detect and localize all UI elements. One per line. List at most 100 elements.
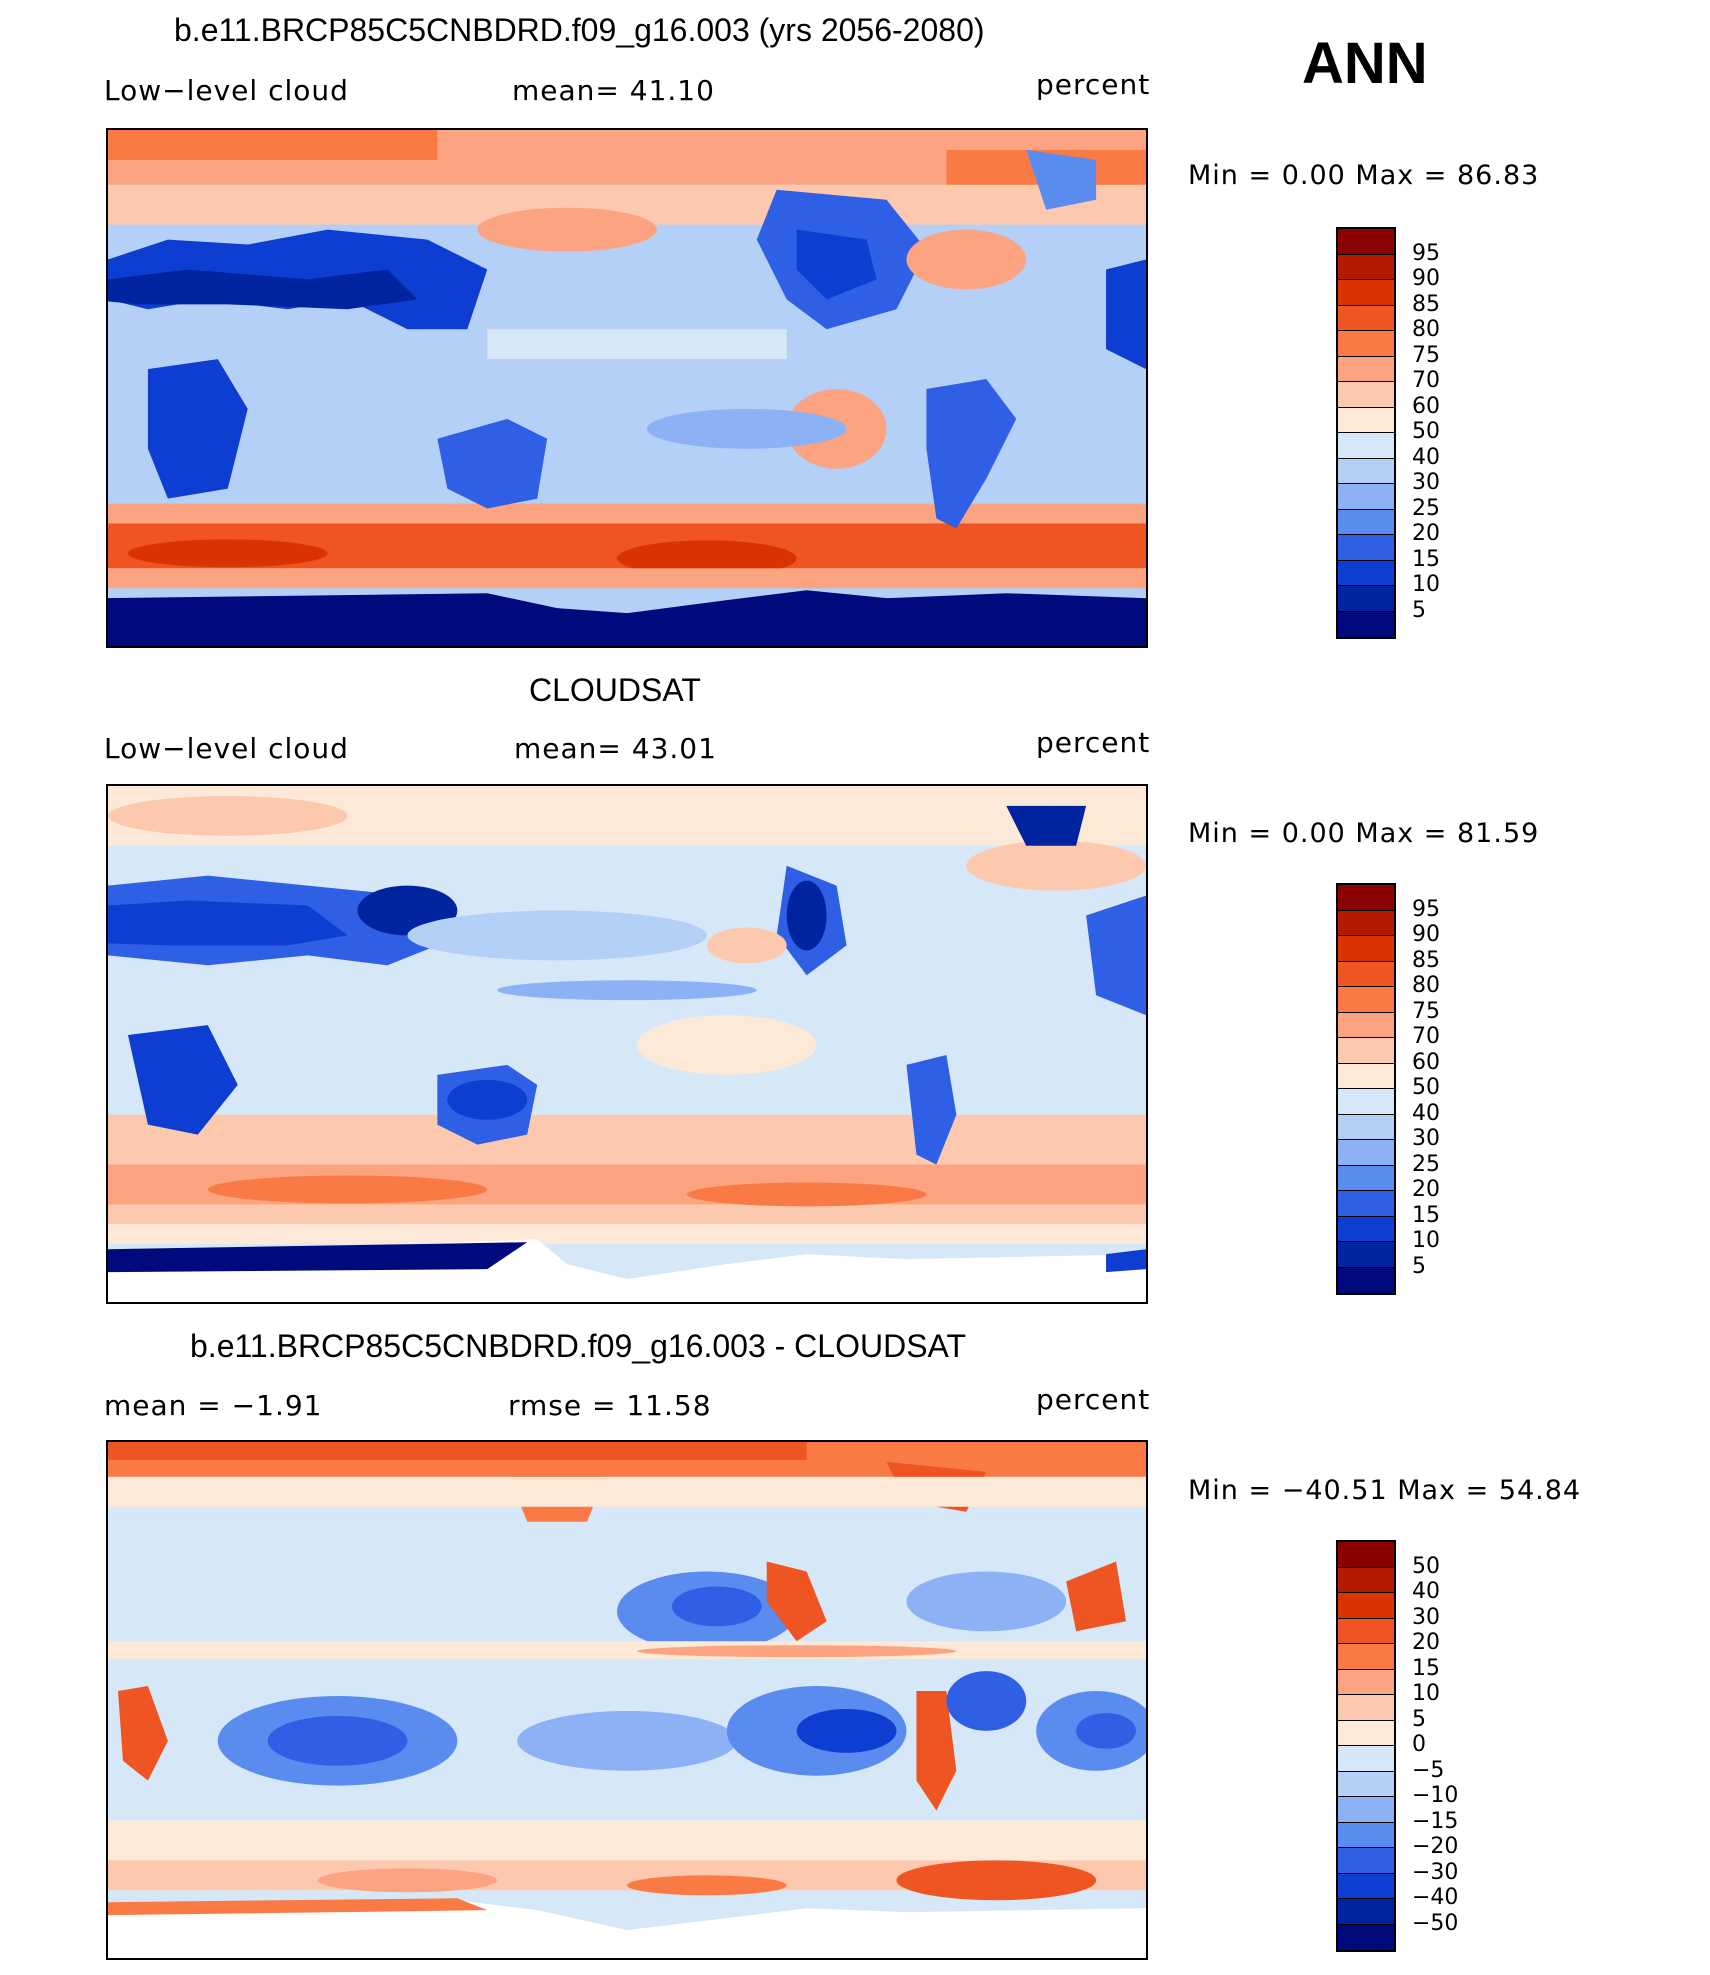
colorbar-segment xyxy=(1338,1089,1394,1115)
colorbar-segment xyxy=(1338,1242,1394,1268)
colorbar-segment xyxy=(1338,560,1394,586)
colorbar-tick-label: 60 xyxy=(1412,1049,1440,1075)
panel-1-mean-label: mean= 41.10 xyxy=(512,74,715,107)
colorbar-segment xyxy=(1338,1140,1394,1166)
colorbar-segment xyxy=(1338,1114,1394,1140)
colorbar-tick-label: 50 xyxy=(1412,1075,1440,1100)
colorbar-tick-label: 50 xyxy=(1412,1553,1440,1579)
colorbar-tick-label: 85 xyxy=(1412,947,1440,973)
colorbar-tick-label: 80 xyxy=(1412,973,1440,998)
colorbar-segment xyxy=(1338,987,1394,1013)
colorbar-tick-label: 60 xyxy=(1412,393,1440,419)
colorbar-tick-label: 15 xyxy=(1412,1655,1440,1681)
colorbar-segment xyxy=(1338,1038,1394,1064)
colorbar-tick-label: 85 xyxy=(1412,291,1440,317)
colorbar-tick-label: 70 xyxy=(1412,368,1440,393)
colorbar-tick-label: −20 xyxy=(1412,1834,1459,1859)
colorbar-tick-label: 95 xyxy=(1412,896,1440,922)
colorbar-tick-label: 5 xyxy=(1412,1706,1426,1732)
colorbar-segment xyxy=(1338,331,1394,357)
colorbar-segment xyxy=(1338,535,1394,561)
colorbar-tick-label: 5 xyxy=(1412,597,1426,623)
colorbar-segment xyxy=(1338,1618,1394,1644)
colorbar-tick-label: 0 xyxy=(1412,1732,1426,1757)
colorbar-segment xyxy=(1338,885,1394,911)
panel-2-map xyxy=(106,784,1148,1304)
colorbar-segment xyxy=(1338,1771,1394,1797)
colorbar-tick-label: 80 xyxy=(1412,317,1440,342)
colorbar-tick-label: −10 xyxy=(1412,1783,1459,1808)
panel-3-units-label: percent xyxy=(1036,1383,1151,1416)
colorbar-segment xyxy=(1338,611,1394,637)
colorbar-tick-label: 25 xyxy=(1412,1151,1440,1177)
panel-1-title: b.e11.BRCP85C5CNBDRD.f09_g16.003 (yrs 20… xyxy=(174,12,985,48)
colorbar-tick-label: 70 xyxy=(1412,1024,1440,1049)
colorbar-tick-label: 75 xyxy=(1412,998,1440,1024)
panel-1-variable-label: Low−level cloud xyxy=(104,74,349,107)
colorbar-tick-label: 20 xyxy=(1412,1177,1440,1202)
colorbar-tick-label: 90 xyxy=(1412,922,1440,947)
colorbar-segment xyxy=(1338,1695,1394,1721)
colorbar-tick-label: 30 xyxy=(1412,1126,1440,1151)
colorbar-tick-label: 30 xyxy=(1412,470,1440,495)
colorbar-tick-label: 25 xyxy=(1412,495,1440,521)
colorbar-segment xyxy=(1338,433,1394,459)
colorbar-segment xyxy=(1338,254,1394,280)
colorbar-tick-label: 50 xyxy=(1412,419,1440,444)
colorbar-tick-label: −15 xyxy=(1412,1808,1459,1834)
colorbar-segment xyxy=(1338,1899,1394,1925)
colorbar-tick-label: 20 xyxy=(1412,1630,1440,1655)
colorbar-tick-label: 10 xyxy=(1412,572,1440,597)
panel-1-colorbar xyxy=(1336,227,1396,639)
colorbar-tick-label: 40 xyxy=(1412,1579,1440,1604)
colorbar-segment xyxy=(1338,961,1394,987)
panel-2-minmax: Min = 0.00 Max = 81.59 xyxy=(1188,818,1540,849)
colorbar-tick-label: −50 xyxy=(1412,1910,1459,1936)
colorbar-tick-label: 30 xyxy=(1412,1604,1440,1630)
colorbar-tick-label: 15 xyxy=(1412,546,1440,572)
panel-2-mean-label: mean= 43.01 xyxy=(514,732,717,765)
colorbar-segment xyxy=(1338,1593,1394,1619)
panel-1-map xyxy=(106,128,1148,648)
panel-3-minmax: Min = −40.51 Max = 54.84 xyxy=(1188,1475,1582,1506)
colorbar-segment xyxy=(1338,1797,1394,1823)
colorbar-segment xyxy=(1338,356,1394,382)
panel-2-units-label: percent xyxy=(1036,726,1151,759)
colorbar-tick-label: 75 xyxy=(1412,342,1440,368)
colorbar-segment xyxy=(1338,1012,1394,1038)
colorbar-segment xyxy=(1338,1267,1394,1293)
panel-2-colorbar xyxy=(1336,883,1396,1295)
panel-3-map xyxy=(106,1440,1148,1960)
colorbar-tick-label: 10 xyxy=(1412,1228,1440,1253)
panel-1-minmax: Min = 0.00 Max = 86.83 xyxy=(1188,160,1540,191)
panel-3-rmse-label: rmse = 11.58 xyxy=(508,1389,712,1422)
colorbar-segment xyxy=(1338,1644,1394,1670)
panel-3-mean-label: mean = −1.91 xyxy=(104,1389,323,1422)
colorbar-tick-label: 10 xyxy=(1412,1681,1440,1706)
colorbar-segment xyxy=(1338,1567,1394,1593)
panel-3-colorbar xyxy=(1336,1540,1396,1952)
colorbar-segment xyxy=(1338,458,1394,484)
colorbar-segment xyxy=(1338,1746,1394,1772)
season-label: ANN xyxy=(1302,31,1428,96)
colorbar-segment xyxy=(1338,586,1394,612)
colorbar-tick-label: 5 xyxy=(1412,1253,1426,1279)
colorbar-segment xyxy=(1338,936,1394,962)
colorbar-tick-label: 90 xyxy=(1412,266,1440,291)
colorbar-segment xyxy=(1338,484,1394,510)
panel-3-contour-map xyxy=(108,1442,1146,1958)
colorbar-segment xyxy=(1338,407,1394,433)
colorbar-segment xyxy=(1338,1542,1394,1568)
colorbar-segment xyxy=(1338,1924,1394,1950)
colorbar-segment xyxy=(1338,1720,1394,1746)
panel-2-title: CLOUDSAT xyxy=(529,672,701,708)
colorbar-tick-label: 40 xyxy=(1412,444,1440,470)
colorbar-segment xyxy=(1338,1822,1394,1848)
panel-3-title: b.e11.BRCP85C5CNBDRD.f09_g16.003 - CLOUD… xyxy=(190,1328,967,1364)
colorbar-tick-label: 20 xyxy=(1412,521,1440,546)
colorbar-segment xyxy=(1338,1165,1394,1191)
colorbar-segment xyxy=(1338,1873,1394,1899)
colorbar-tick-label: −30 xyxy=(1412,1859,1459,1885)
colorbar-segment xyxy=(1338,1669,1394,1695)
colorbar-segment xyxy=(1338,1848,1394,1874)
